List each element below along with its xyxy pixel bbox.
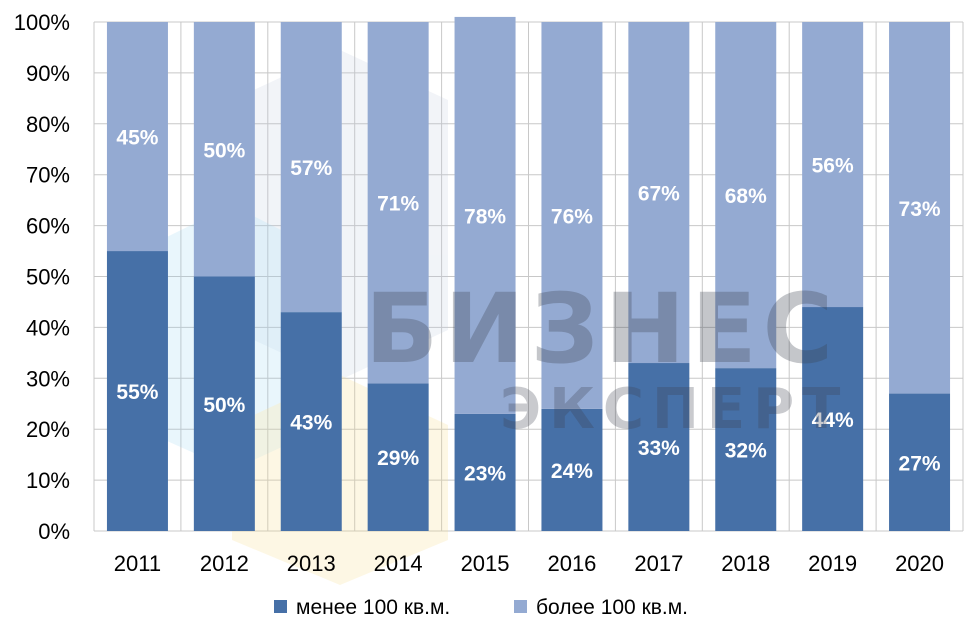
y-tick-label: 50% bbox=[26, 265, 70, 290]
legend: менее 100 кв.м. более 100 кв.м. bbox=[274, 596, 688, 619]
bar-below-100 bbox=[193, 276, 255, 531]
data-label: 27% bbox=[899, 452, 941, 475]
data-label: 55% bbox=[116, 381, 158, 404]
bar-above-100 bbox=[454, 16, 516, 414]
data-label: 56% bbox=[812, 155, 854, 178]
data-label: 33% bbox=[638, 437, 680, 460]
data-label: 67% bbox=[638, 183, 680, 206]
data-label: 76% bbox=[551, 205, 593, 228]
data-label: 24% bbox=[551, 460, 593, 483]
x-tick-label: 2011 bbox=[114, 551, 161, 576]
data-label: 29% bbox=[377, 447, 419, 470]
x-tick-label: 2017 bbox=[634, 551, 683, 576]
x-tick-label: 2019 bbox=[808, 551, 857, 576]
x-tick-label: 2012 bbox=[200, 551, 249, 576]
data-label: 43% bbox=[290, 412, 332, 435]
bar-below-100 bbox=[106, 251, 168, 532]
y-tick-label: 100% bbox=[14, 10, 70, 35]
x-tick-label: 2020 bbox=[895, 551, 944, 576]
data-label: 44% bbox=[812, 409, 854, 432]
bar-above-100 bbox=[889, 22, 951, 394]
bar-above-100 bbox=[367, 22, 429, 384]
bar-above-100 bbox=[280, 22, 342, 313]
data-label: 50% bbox=[203, 394, 245, 417]
bar-below-100 bbox=[715, 368, 777, 531]
legend-label: более 100 кв.м. bbox=[536, 596, 688, 619]
y-tick-label: 60% bbox=[26, 214, 70, 239]
y-tick-label: 30% bbox=[26, 366, 70, 391]
y-tick-label: 70% bbox=[26, 163, 70, 188]
watermark-line2: ЭКСПЕРТ bbox=[500, 377, 848, 442]
bar-above-100 bbox=[628, 22, 690, 364]
y-tick-label: 10% bbox=[26, 468, 70, 493]
y-tick-label: 80% bbox=[26, 112, 70, 137]
x-tick-label: 2015 bbox=[461, 551, 510, 576]
legend-swatch bbox=[514, 600, 527, 613]
bar-below-100 bbox=[454, 413, 516, 531]
x-tick-label: 2018 bbox=[721, 551, 770, 576]
watermark-line1: БИЗНЕС bbox=[365, 273, 839, 385]
data-label: 50% bbox=[203, 139, 245, 162]
x-tick-label: 2013 bbox=[287, 551, 336, 576]
bar-above-100 bbox=[106, 22, 168, 252]
data-label: 23% bbox=[464, 462, 506, 485]
data-label: 45% bbox=[116, 127, 158, 150]
bar-below-100 bbox=[367, 383, 429, 531]
bar-below-100 bbox=[280, 312, 342, 531]
bar-above-100 bbox=[715, 22, 777, 369]
data-label: 71% bbox=[377, 193, 419, 216]
y-tick-label: 40% bbox=[26, 315, 70, 340]
data-label: 57% bbox=[290, 157, 332, 180]
axes: 0% 10% 20% 30% 40% 50% 60% 70% 80% 90% 100% 2011 201… bbox=[14, 10, 944, 576]
legend-label: менее 100 кв.м. bbox=[296, 596, 450, 619]
data-label: 73% bbox=[899, 198, 941, 221]
data-label: 32% bbox=[725, 440, 767, 463]
data-labels: 55% 45% 50% 50% 43% 57% 29% 71% 23% 78% 24% 76% 33% 6… bbox=[116, 127, 940, 486]
bar-below-100 bbox=[802, 307, 864, 531]
bar-above-100 bbox=[193, 22, 255, 277]
y-tick-label: 90% bbox=[26, 61, 70, 86]
x-tick-label: 2014 bbox=[374, 551, 423, 576]
y-tick-label: 0% bbox=[38, 519, 70, 544]
bar-below-100 bbox=[889, 393, 951, 531]
y-tick-label: 20% bbox=[26, 417, 70, 442]
legend-swatch bbox=[274, 600, 287, 613]
data-label: 78% bbox=[464, 205, 506, 228]
bar-below-100 bbox=[628, 363, 690, 531]
bar-below-100 bbox=[541, 408, 603, 531]
bar-above-100 bbox=[802, 22, 864, 308]
bar-above-100 bbox=[541, 22, 603, 409]
watermark: БИЗНЕС ЭКСПЕРТ bbox=[365, 273, 848, 442]
data-label: 68% bbox=[725, 185, 767, 208]
bars bbox=[106, 16, 951, 532]
x-tick-label: 2016 bbox=[547, 551, 596, 576]
